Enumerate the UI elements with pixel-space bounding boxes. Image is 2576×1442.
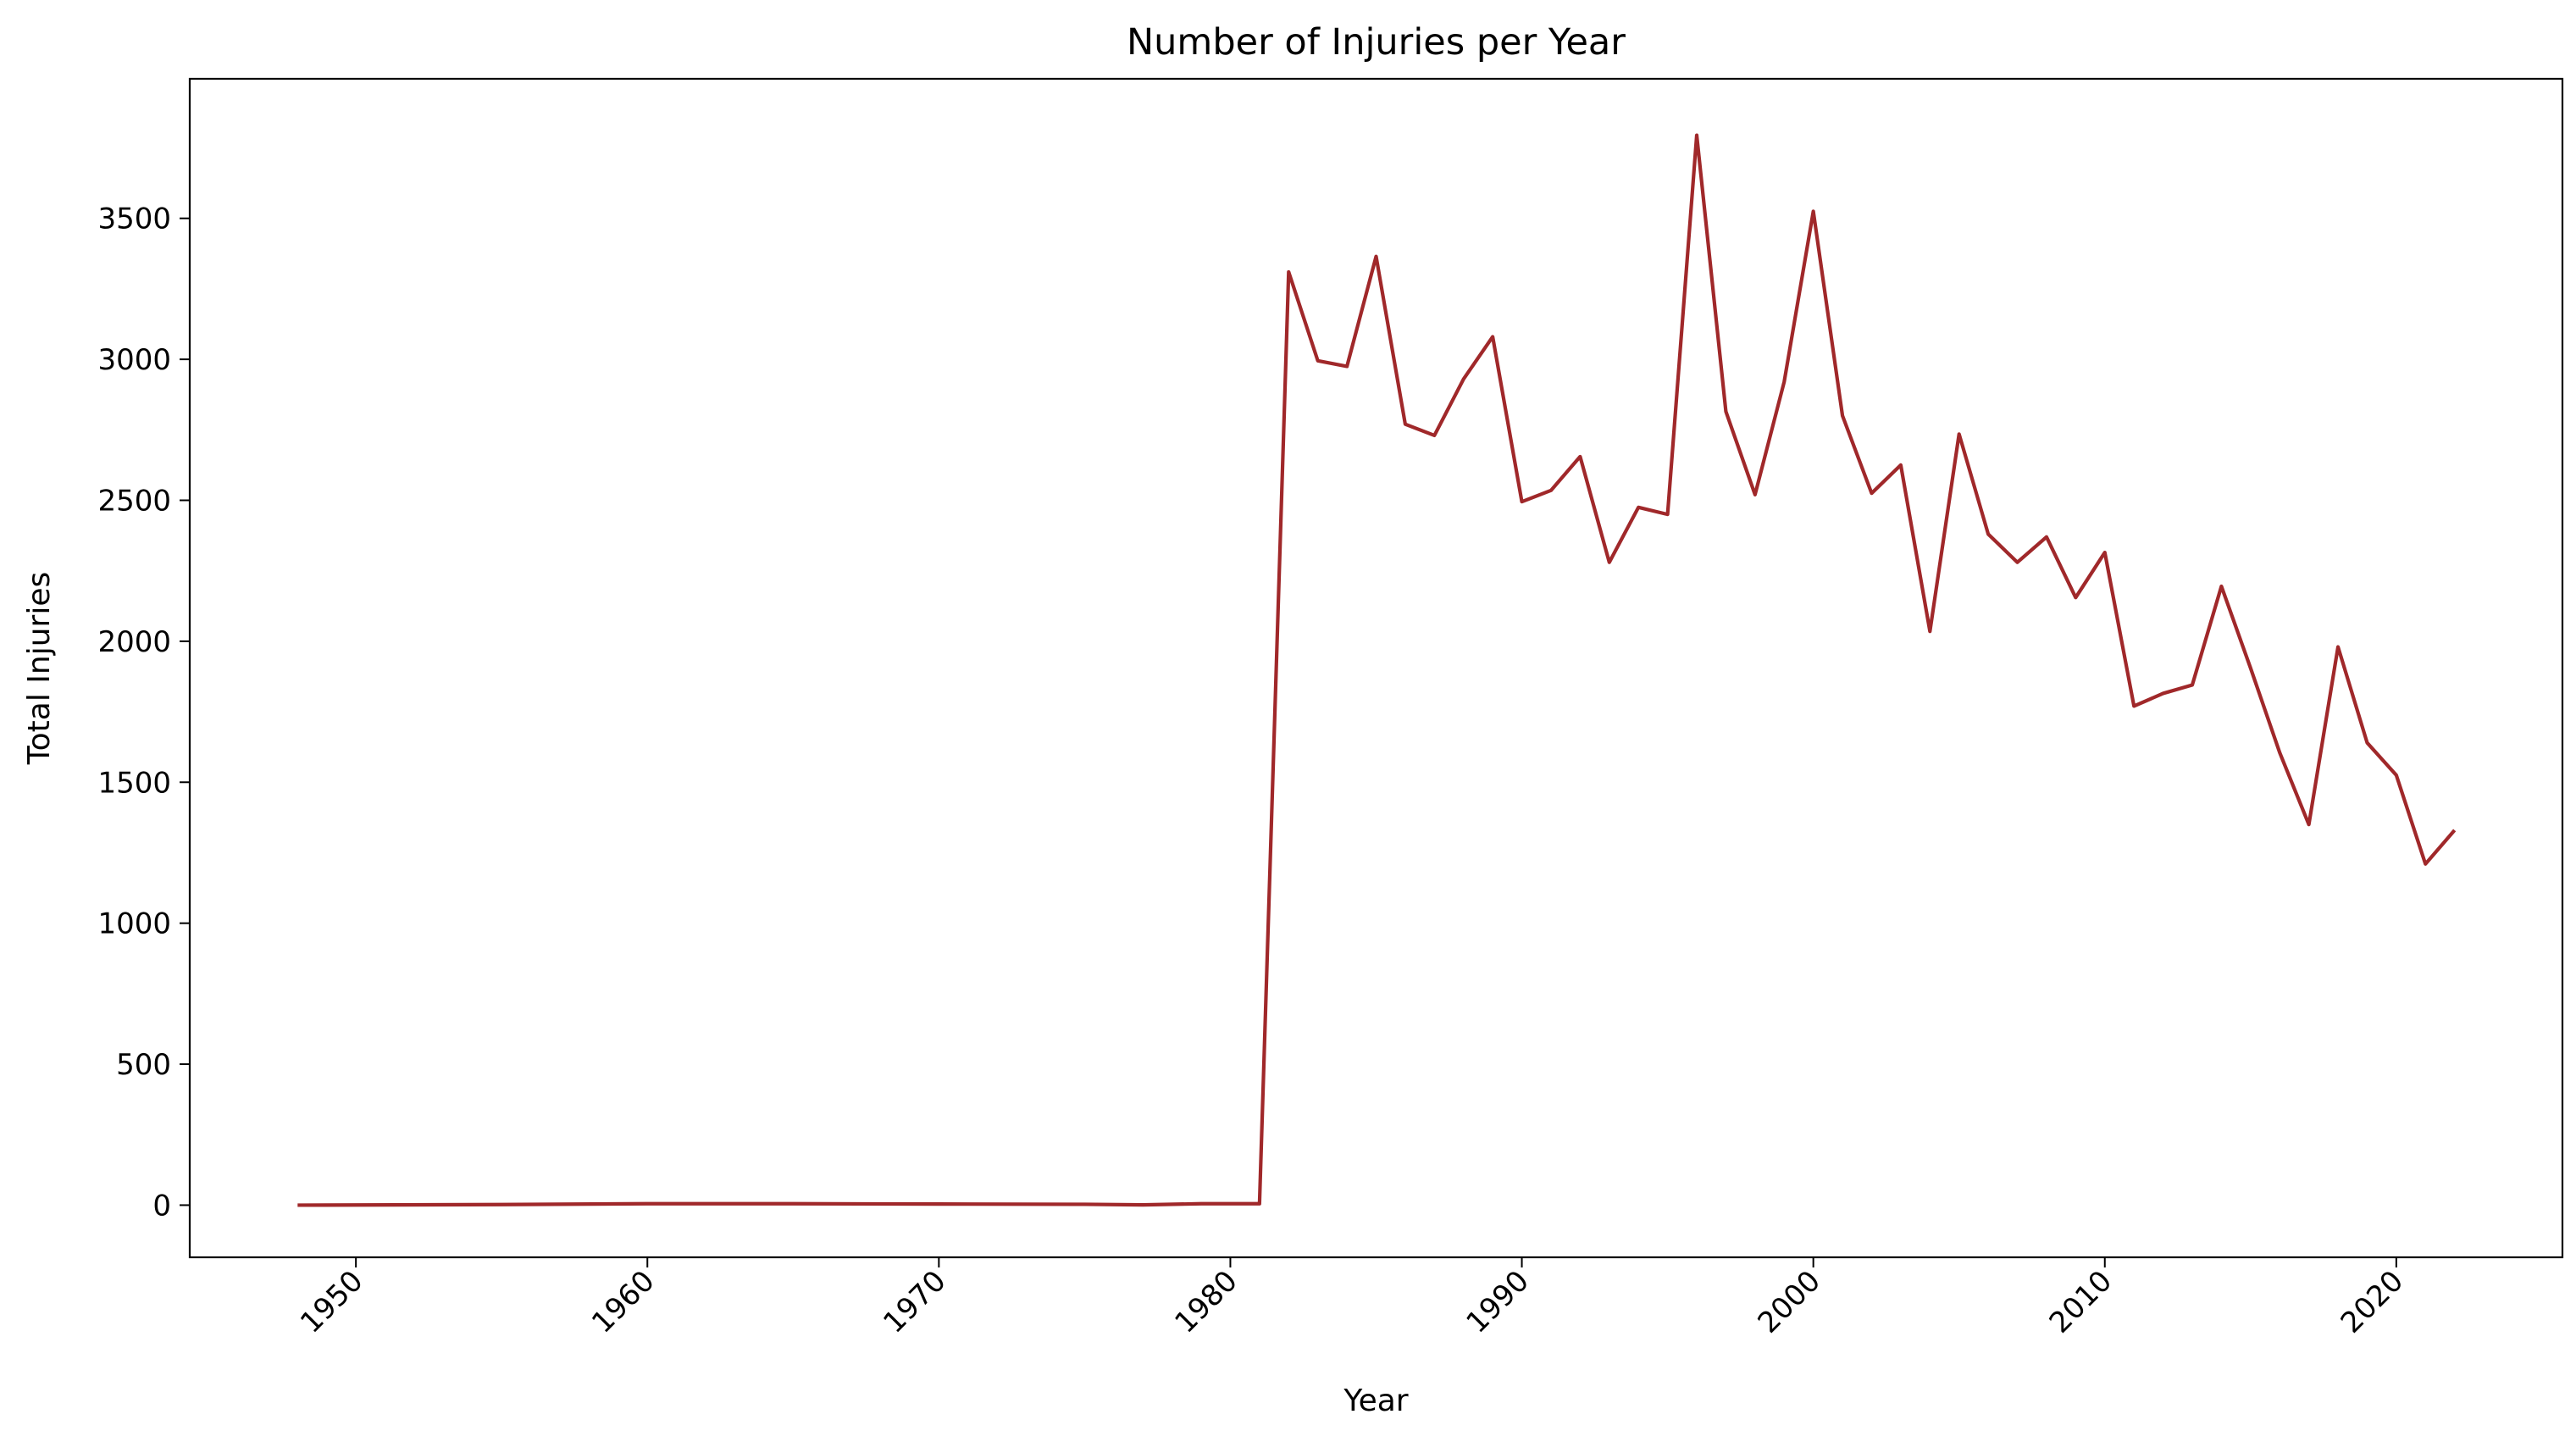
chart-title: Number of Injuries per Year xyxy=(1127,21,1626,64)
plot-frame xyxy=(188,77,2564,1259)
y-axis-label: Total Injuries xyxy=(22,572,57,765)
y-tick-label: 1000 xyxy=(97,907,171,941)
y-tick-label: 3000 xyxy=(97,343,171,377)
y-tick-label: 2000 xyxy=(97,625,171,659)
y-tick-label: 1500 xyxy=(97,766,171,800)
series-layer xyxy=(297,133,2457,1207)
y-tick-label: 3500 xyxy=(97,202,171,236)
y-tick-label: 0 xyxy=(152,1189,171,1223)
x-axis-label: Year xyxy=(1343,1384,1408,1418)
y-tick-label: 2500 xyxy=(97,484,171,518)
y-axis-ticks: 0 500 1000 1500 2000 2500 3000 3500 xyxy=(97,202,190,1223)
y-tick-label: 500 xyxy=(116,1048,171,1082)
series-line-0 xyxy=(297,133,2457,1207)
